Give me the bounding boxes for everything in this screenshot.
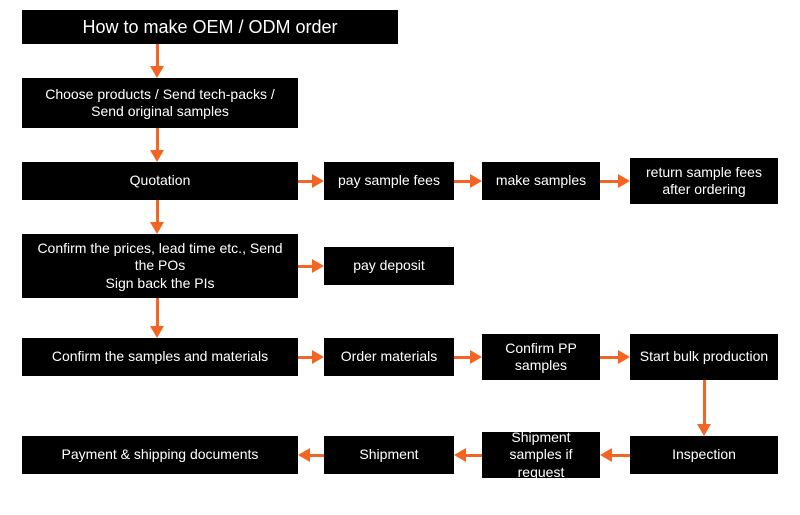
node-start_bulk: Start bulk production bbox=[630, 334, 778, 380]
node-label: return sample fees after ordering bbox=[638, 164, 770, 199]
node-return_sample: return sample fees after ordering bbox=[630, 158, 778, 204]
node-ship_samples: Shipment samples if request bbox=[482, 432, 600, 478]
node-inspection: Inspection bbox=[630, 436, 778, 474]
node-label: Shipment samples if request bbox=[490, 429, 592, 482]
node-quotation: Quotation bbox=[22, 162, 298, 200]
node-label: Confirm the samples and materials bbox=[52, 348, 268, 366]
node-label: pay sample fees bbox=[338, 172, 440, 190]
node-title: How to make OEM / ODM order bbox=[22, 10, 398, 44]
node-payment_ship: Payment & shipping documents bbox=[22, 436, 298, 474]
node-confirm_samples: Confirm the samples and materials bbox=[22, 338, 298, 376]
node-label: Quotation bbox=[130, 172, 191, 190]
node-label: Payment & shipping documents bbox=[62, 446, 259, 464]
node-label: How to make OEM / ODM order bbox=[82, 16, 337, 39]
node-pay_deposit: pay deposit bbox=[324, 247, 454, 285]
node-order_materials: Order materials bbox=[324, 338, 454, 376]
node-label: Confirm PP samples bbox=[490, 340, 592, 375]
node-confirm_pp: Confirm PP samples bbox=[482, 334, 600, 380]
node-label: Choose products / Send tech-packs / Send… bbox=[30, 86, 290, 121]
node-pay_sample: pay sample fees bbox=[324, 162, 454, 200]
node-shipment: Shipment bbox=[324, 436, 454, 474]
node-label: Shipment bbox=[359, 446, 418, 464]
node-label: pay deposit bbox=[353, 257, 425, 275]
node-make_samples: make samples bbox=[482, 162, 600, 200]
node-label: make samples bbox=[496, 172, 586, 190]
node-label: Start bulk production bbox=[640, 348, 768, 366]
node-confirm_prices: Confirm the prices, lead time etc., Send… bbox=[22, 234, 298, 298]
node-label: Inspection bbox=[672, 446, 736, 464]
node-label: Order materials bbox=[341, 348, 437, 366]
node-choose: Choose products / Send tech-packs / Send… bbox=[22, 78, 298, 128]
node-label: Confirm the prices, lead time etc., Send… bbox=[30, 240, 290, 293]
